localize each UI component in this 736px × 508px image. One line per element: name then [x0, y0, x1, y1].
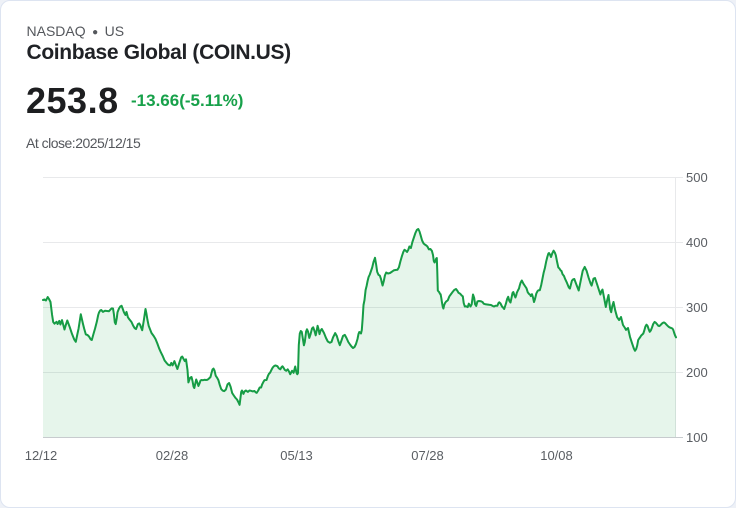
- svg-text:07/28: 07/28: [411, 448, 444, 463]
- svg-text:02/28: 02/28: [156, 448, 189, 463]
- svg-text:200: 200: [686, 365, 708, 380]
- svg-text:12/12: 12/12: [25, 448, 58, 463]
- svg-text:400: 400: [686, 235, 708, 250]
- svg-text:300: 300: [686, 300, 708, 315]
- svg-text:100: 100: [686, 430, 708, 445]
- svg-text:500: 500: [686, 170, 708, 185]
- svg-text:10/08: 10/08: [540, 448, 573, 463]
- svg-text:05/13: 05/13: [280, 448, 313, 463]
